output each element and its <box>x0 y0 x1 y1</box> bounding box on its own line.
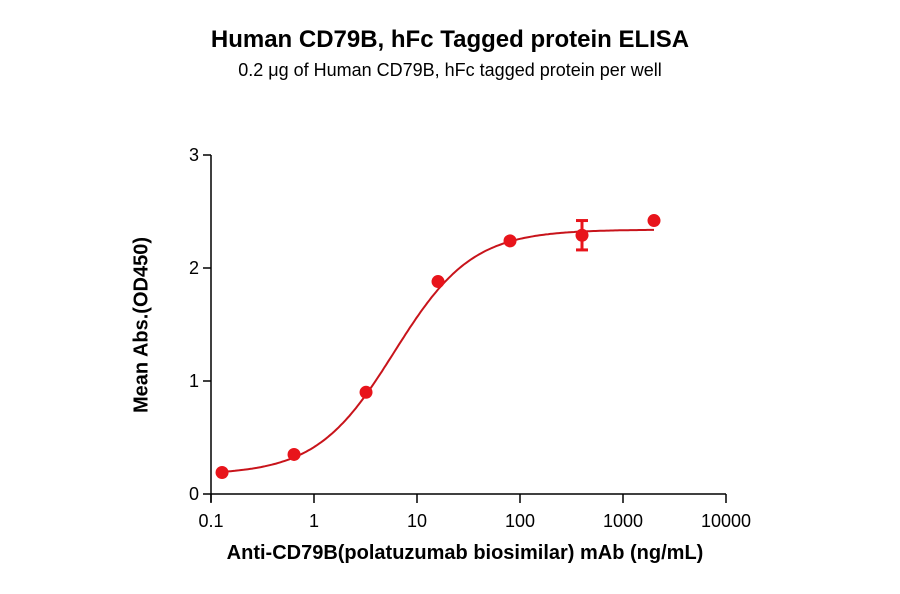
data-point <box>503 234 517 248</box>
y-tick-label: 0 <box>189 484 199 504</box>
data-point <box>647 214 661 228</box>
chart-title: Human CD79B, hFc Tagged protein ELISA <box>210 26 690 53</box>
x-axis-label: Anti-CD79B(polatuzumab biosimilar) mAb (… <box>226 542 704 564</box>
data-point <box>215 466 229 480</box>
y-axis-label: Mean Abs.(OD450) <box>130 237 153 413</box>
data-points <box>215 214 661 480</box>
data-point <box>431 275 445 289</box>
axes: 0 1 2 3 0.1 1 10 100 1000 10000 <box>189 145 751 531</box>
x-tick-label: 10 <box>407 511 427 531</box>
x-tick-label: 0.1 <box>198 511 223 531</box>
y-tick-label: 1 <box>189 371 199 391</box>
data-point <box>575 228 589 242</box>
x-tick-label: 1000 <box>603 511 643 531</box>
y-tick-label: 3 <box>189 145 199 165</box>
data-point <box>287 447 301 461</box>
y-tick-label: 2 <box>189 258 199 278</box>
x-tick-label: 100 <box>505 511 535 531</box>
x-tick-label: 1 <box>309 511 319 531</box>
data-point <box>359 385 373 399</box>
fit-curve <box>221 228 654 473</box>
chart-subtitle: 0.2 μg of Human CD79B, hFc tagged protei… <box>238 60 662 80</box>
x-tick-label: 10000 <box>701 511 751 531</box>
